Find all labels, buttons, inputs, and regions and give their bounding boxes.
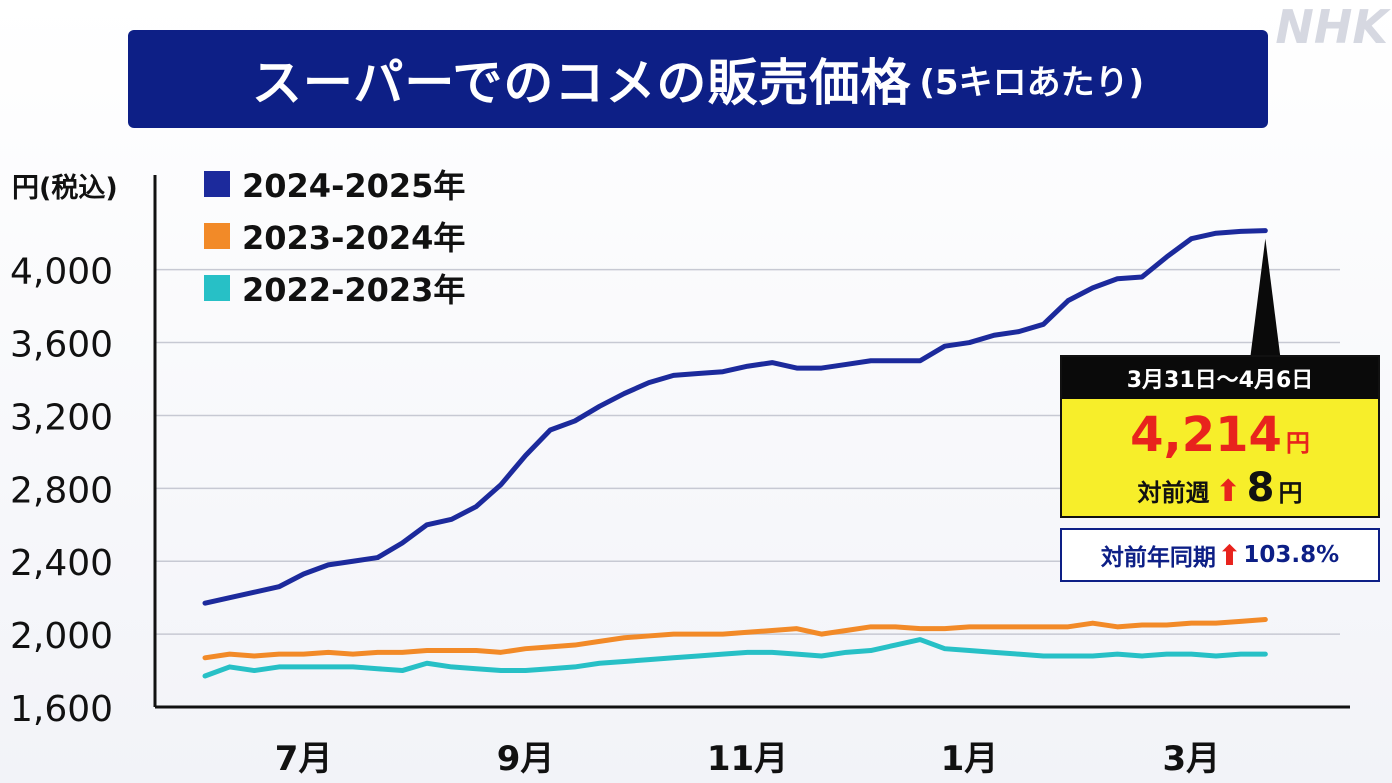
callout-pointer [1250, 238, 1281, 357]
legend-swatch [204, 223, 230, 249]
week-change: 対前週 ⬆ 8 円 [1062, 465, 1378, 511]
title-banner: スーパーでのコメの販売価格 (5キロあたり) [128, 30, 1268, 128]
legend-item-2022-2023: 2022-2023年 [204, 262, 465, 314]
chart-subtitle: (5キロあたり) [919, 62, 1145, 103]
legend-label: 2022-2023年 [242, 271, 466, 309]
yoy-value: 103.8% [1243, 542, 1340, 568]
week-change-value: 8 [1246, 465, 1275, 511]
legend-label: 2024-2025年 [242, 167, 466, 205]
yoy-label: 対前年同期 [1100, 545, 1216, 571]
y-tick-label: 1,600 [10, 689, 113, 730]
x-tick-label: 7月 [275, 739, 333, 779]
callout-price: 4,214 円 [1062, 407, 1378, 463]
callout-date-range: 3月31日～4月6日 [1062, 357, 1378, 399]
x-tick-label: 9月 [497, 739, 555, 779]
y-tick-label: 3,600 [10, 325, 113, 366]
y-tick-label: 3,200 [10, 397, 113, 438]
x-tick-label: 3月 [1163, 739, 1221, 779]
up-arrow-icon: ⬆ [1217, 538, 1242, 572]
up-arrow-icon: ⬆ [1215, 474, 1241, 509]
y-tick-label: 2,000 [10, 616, 113, 657]
latest-price-callout: 3月31日～4月6日 4,214 円 対前週 ⬆ 8 円 [1060, 355, 1380, 518]
legend: 2024-2025年 2023-2024年 2022-2023年 [204, 158, 465, 314]
week-change-label: 対前週 [1137, 479, 1210, 507]
y-tick-label: 2,800 [10, 470, 113, 511]
legend-swatch [204, 171, 230, 197]
legend-label: 2023-2024年 [242, 219, 466, 257]
year-over-year-box: 対前年同期 ⬆ 103.8% [1060, 528, 1380, 582]
y-axis-label: 円(税込) [12, 173, 118, 204]
chart-title: スーパーでのコメの販売価格 [251, 54, 912, 112]
week-change-unit: 円 [1278, 479, 1303, 507]
y-tick-label: 4,000 [10, 252, 113, 293]
legend-item-2023-2024: 2023-2024年 [204, 210, 465, 262]
x-tick-label: 1月 [941, 739, 999, 779]
legend-swatch [204, 275, 230, 301]
broadcaster-watermark: NHK [1275, 0, 1388, 54]
x-tick-label: 11月 [707, 739, 788, 779]
latest-price-value: 4,214 [1130, 407, 1282, 463]
price-unit: 円 [1285, 429, 1310, 457]
y-tick-label: 2,400 [10, 543, 113, 584]
series-line-1 [202, 617, 1268, 661]
legend-item-2024-2025: 2024-2025年 [204, 158, 465, 210]
series-line-2 [202, 637, 1268, 679]
series-line-0 [202, 228, 1268, 606]
